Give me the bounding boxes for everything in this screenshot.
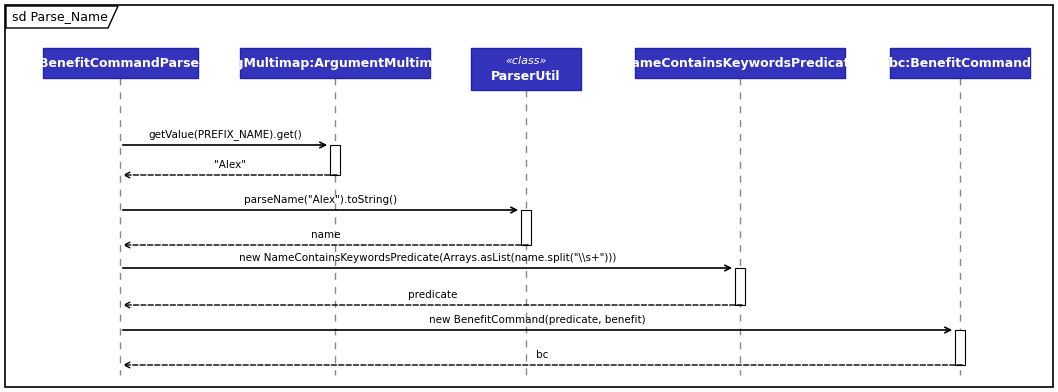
- Bar: [330, 145, 340, 175]
- Text: ParserUtil: ParserUtil: [491, 70, 561, 83]
- Bar: [890, 48, 1030, 78]
- Text: "Alex": "Alex": [214, 160, 247, 170]
- Text: parseName("Alex").toString(): parseName("Alex").toString(): [244, 195, 397, 205]
- Polygon shape: [6, 6, 118, 28]
- Text: NameContainsKeywordsPredicate: NameContainsKeywordsPredicate: [621, 56, 858, 69]
- Text: new NameContainsKeywordsPredicate(Arrays.asList(name.split("\\s+"))): new NameContainsKeywordsPredicate(Arrays…: [239, 253, 616, 263]
- Text: bc: bc: [536, 350, 549, 360]
- Bar: [42, 48, 198, 78]
- Text: argMultimap:ArgumentMultimap: argMultimap:ArgumentMultimap: [220, 56, 450, 69]
- Text: «class»: «class»: [506, 56, 547, 65]
- Text: predicate: predicate: [407, 290, 457, 300]
- Bar: [240, 48, 430, 78]
- Bar: [955, 330, 965, 365]
- Bar: [735, 268, 745, 305]
- Text: getValue(PREFIX_NAME).get(): getValue(PREFIX_NAME).get(): [148, 129, 302, 140]
- Text: bc:BenefitCommand: bc:BenefitCommand: [889, 56, 1030, 69]
- Bar: [471, 48, 581, 90]
- Text: new BenefitCommand(predicate, benefit): new BenefitCommand(predicate, benefit): [430, 315, 645, 325]
- Bar: [521, 210, 531, 245]
- Text: :BenefitCommandParser: :BenefitCommandParser: [35, 56, 205, 69]
- Text: sd Parse_Name: sd Parse_Name: [12, 11, 108, 24]
- Bar: [635, 48, 845, 78]
- Text: name: name: [311, 230, 341, 240]
